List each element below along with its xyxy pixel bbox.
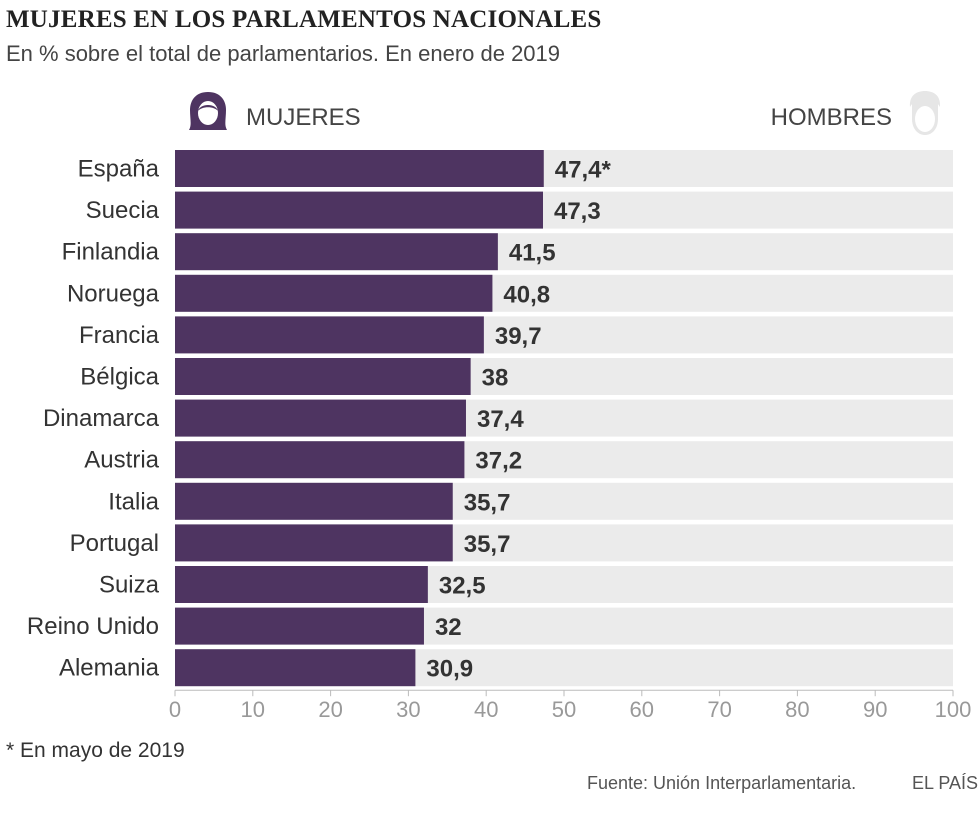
bar: [175, 649, 416, 687]
value-label: 38: [482, 365, 509, 392]
bar-row: Suecia 47,3: [86, 191, 953, 229]
x-tick-label: 60: [630, 697, 654, 722]
value-label: 41,5: [509, 240, 556, 267]
bar-row: Bélgica 38: [80, 358, 953, 395]
bar-row: Finlandia 41,5: [62, 233, 953, 271]
bar: [175, 607, 424, 645]
bar-row: Alemania 30,9: [59, 649, 953, 687]
bar: [175, 524, 453, 562]
category-label: Reino Unido: [27, 613, 159, 640]
x-tick-label: 10: [241, 697, 265, 722]
category-label: Francia: [79, 322, 160, 349]
bar-chart: España 47,4* Suecia 47,3 Finlandia 41,5 Norueg…: [27, 150, 972, 722]
bar: [175, 441, 465, 479]
chart-title: MUJERES EN LOS PARLAMENTOS NACIONALES: [6, 6, 602, 33]
man-icon: [909, 91, 941, 135]
value-label: 47,3: [554, 198, 601, 225]
category-label: Suiza: [99, 572, 160, 599]
chart-subtitle: En % sobre el total de parlamentarios. E…: [6, 41, 561, 66]
x-tick-label: 50: [552, 697, 576, 722]
x-tick-label: 20: [318, 697, 342, 722]
legend-women-label: MUJERES: [246, 104, 361, 131]
bar: [175, 150, 544, 187]
bar-row: Suiza 32,5: [99, 566, 953, 603]
category-label: Portugal: [70, 530, 159, 557]
x-tick-label: 80: [785, 697, 809, 722]
bar: [175, 566, 428, 603]
bar: [175, 482, 453, 520]
category-label: Alemania: [59, 655, 160, 682]
bar-row: Dinamarca 37,4: [43, 399, 953, 437]
x-tick-label: 100: [935, 697, 972, 722]
category-label: Suecia: [86, 197, 160, 224]
value-label: 32: [435, 614, 462, 641]
footnote: * En mayo de 2019: [6, 739, 185, 762]
value-label: 35,7: [464, 489, 511, 516]
brand-logo: EL PAÍS: [912, 773, 979, 793]
category-label: Bélgica: [80, 364, 159, 391]
value-label: 30,9: [426, 656, 473, 683]
bar-row: España 47,4*: [78, 150, 953, 187]
category-label: Austria: [84, 447, 159, 474]
bar-row: Reino Unido 32: [27, 607, 953, 645]
category-label: Noruega: [67, 280, 160, 307]
bar-row: Noruega 40,8: [67, 274, 953, 312]
category-label: Italia: [108, 488, 159, 515]
value-label: 40,8: [503, 281, 550, 308]
x-tick-label: 90: [863, 697, 887, 722]
bar-row: Italia 35,7: [108, 482, 953, 520]
bar-row: Francia 39,7: [79, 316, 953, 354]
category-label: Dinamarca: [43, 405, 160, 432]
source-note: Fuente: Unión Interparlamentaria.: [587, 773, 857, 793]
legend-men-label: HOMBRES: [770, 104, 892, 131]
value-label: 37,4: [477, 406, 524, 433]
bar: [175, 191, 543, 229]
bar: [175, 399, 466, 437]
category-label: Finlandia: [62, 239, 160, 266]
x-tick-label: 70: [707, 697, 731, 722]
category-label: España: [78, 156, 160, 183]
bar-row: Austria 37,2: [84, 441, 953, 479]
bar: [175, 316, 484, 354]
value-label: 32,5: [439, 573, 486, 600]
value-label: 37,2: [475, 448, 522, 475]
value-label: 35,7: [464, 531, 511, 558]
bar: [175, 274, 493, 312]
x-tick-label: 30: [396, 697, 420, 722]
bar: [175, 358, 471, 395]
woman-icon: [189, 92, 227, 130]
bar: [175, 233, 498, 271]
bar-row: Portugal 35,7: [70, 524, 953, 562]
x-tick-label: 40: [474, 697, 498, 722]
value-label: 39,7: [495, 323, 542, 350]
value-label: 47,4*: [555, 157, 612, 184]
x-tick-label: 0: [169, 697, 181, 722]
